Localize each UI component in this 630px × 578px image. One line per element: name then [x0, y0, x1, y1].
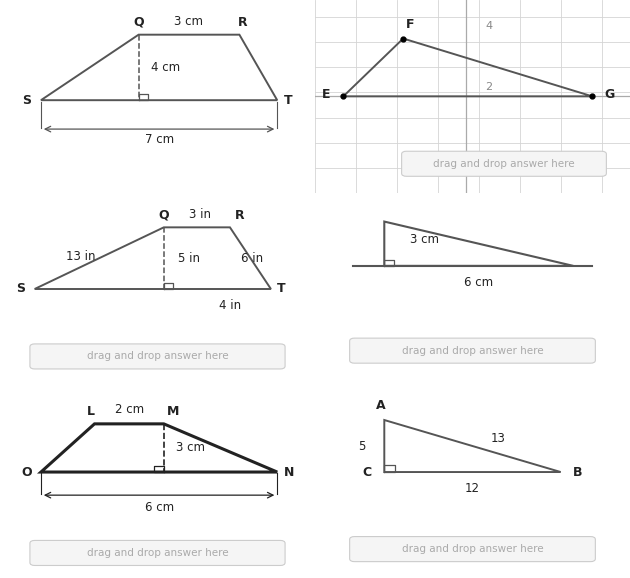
- Text: Q: Q: [159, 209, 169, 221]
- Text: 2: 2: [485, 83, 492, 92]
- Text: 6 in: 6 in: [241, 251, 263, 265]
- Text: Q: Q: [134, 16, 144, 29]
- Text: 3 cm: 3 cm: [410, 234, 438, 246]
- Text: E: E: [323, 88, 331, 101]
- Text: T: T: [284, 94, 292, 107]
- Text: S: S: [16, 283, 25, 295]
- Text: R: R: [234, 209, 244, 221]
- Text: G: G: [605, 88, 615, 101]
- Text: drag and drop answer here: drag and drop answer here: [87, 548, 228, 558]
- Text: 3 in: 3 in: [189, 208, 211, 221]
- Text: 13: 13: [490, 432, 505, 445]
- Text: O: O: [21, 465, 32, 479]
- Text: drag and drop answer here: drag and drop answer here: [402, 544, 543, 554]
- Text: M: M: [167, 405, 180, 418]
- Text: drag and drop answer here: drag and drop answer here: [402, 346, 543, 355]
- Text: 12: 12: [465, 481, 480, 495]
- Text: 3 cm: 3 cm: [176, 442, 205, 454]
- Text: R: R: [238, 16, 248, 29]
- Text: 5: 5: [358, 439, 365, 453]
- Text: drag and drop answer here: drag and drop answer here: [87, 351, 228, 361]
- Text: 7 cm: 7 cm: [144, 133, 174, 146]
- Text: N: N: [284, 465, 294, 479]
- FancyBboxPatch shape: [30, 540, 285, 565]
- Text: L: L: [86, 405, 94, 418]
- Text: T: T: [277, 283, 286, 295]
- Text: A: A: [376, 399, 386, 412]
- Text: B: B: [573, 465, 583, 479]
- Text: F: F: [406, 18, 415, 31]
- Text: 3 cm: 3 cm: [175, 15, 203, 28]
- FancyBboxPatch shape: [30, 344, 285, 369]
- FancyBboxPatch shape: [402, 151, 606, 176]
- Text: S: S: [23, 94, 32, 107]
- Text: 2 cm: 2 cm: [115, 403, 144, 416]
- Text: C: C: [363, 465, 372, 479]
- Text: 4 cm: 4 cm: [151, 61, 180, 74]
- Text: 13 in: 13 in: [66, 250, 95, 263]
- Text: drag and drop answer here: drag and drop answer here: [433, 159, 575, 169]
- Text: 4: 4: [485, 21, 492, 31]
- Text: 5 in: 5 in: [178, 251, 200, 265]
- Text: 4 in: 4 in: [219, 299, 241, 312]
- FancyBboxPatch shape: [350, 338, 595, 363]
- FancyBboxPatch shape: [350, 536, 595, 562]
- Text: 6 cm: 6 cm: [144, 501, 174, 514]
- Text: 6 cm: 6 cm: [464, 276, 493, 288]
